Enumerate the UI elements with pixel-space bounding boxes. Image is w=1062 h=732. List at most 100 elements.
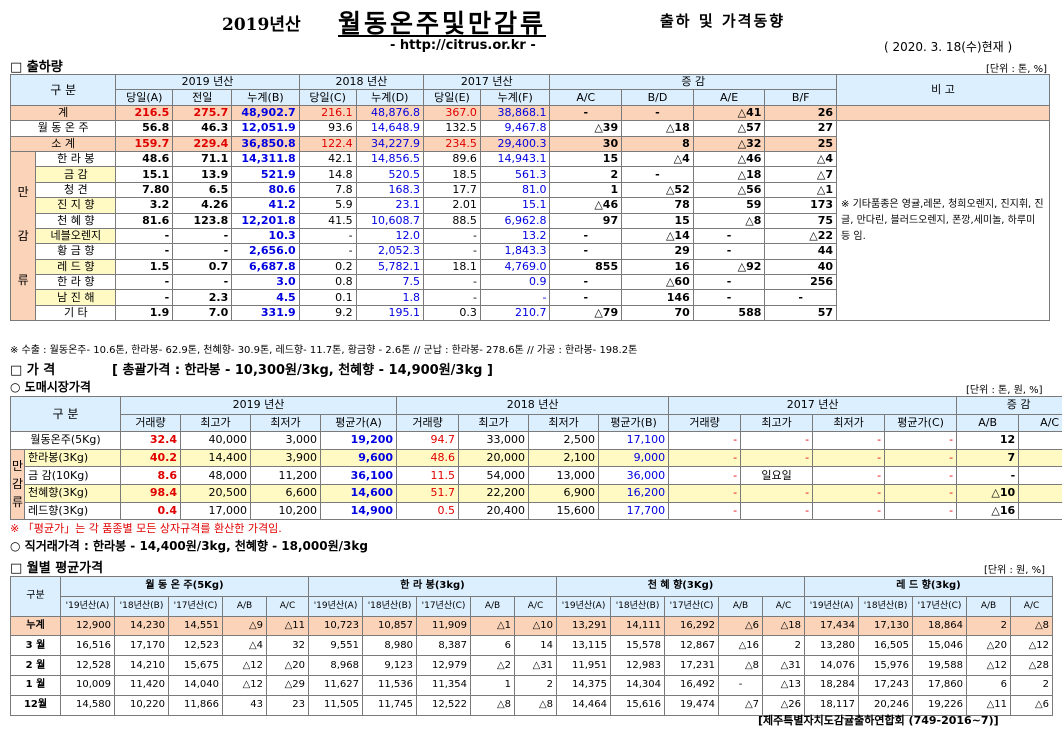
row-label: 소 계: [9, 135, 117, 152]
price-head-gubun: 구 분: [10, 395, 121, 433]
shipment-cell: 97: [549, 212, 623, 229]
monthly-cell: 14,464: [556, 694, 612, 716]
monthly-cell: 12,983: [610, 655, 666, 676]
monthly-cell: 12,522: [416, 694, 472, 716]
monthly-col-header: A/C: [762, 595, 806, 617]
shipment-cell: 4.5: [231, 289, 300, 306]
table-row: 계 216.5 275.7 48,902.7 216.1 48,876.8 367.0 38,…: [9, 104, 1050, 122]
monthly-cell: 11,866: [168, 694, 223, 716]
monthly-cell: 11,536: [362, 674, 418, 696]
crop-year: 2019년산: [222, 15, 301, 35]
price-cell: -: [1018, 448, 1062, 468]
site-url[interactable]: - http://citrus.or.kr -: [390, 38, 536, 53]
shipment-cell: 159.7: [115, 135, 174, 152]
monthly-cell: 18,284: [804, 674, 860, 696]
shipment-cell: 23.1: [355, 197, 425, 214]
monthly-cell: 8,980: [362, 635, 418, 657]
shipment-cell: △22: [764, 227, 838, 245]
monthly-cell: 19,474: [664, 694, 720, 716]
shipment-cell: 13.2: [479, 227, 551, 245]
price-cell: 20,000: [458, 448, 530, 468]
price-cell: -: [812, 466, 886, 485]
category-char: 만: [11, 459, 24, 474]
monthly-cell: 18,864: [912, 615, 968, 637]
shipment-cell: 0.1: [298, 289, 357, 306]
shipment-cell: 256: [764, 274, 838, 291]
shipment-cell: 10,608.7: [355, 212, 425, 229]
row-label: 남 진 해: [35, 289, 117, 306]
shipment-cell: -: [423, 289, 481, 306]
shipment-cell: 216.1: [298, 104, 357, 122]
row-label: 한라봉(3Kg): [24, 448, 121, 468]
row-label: 레드향(3Kg): [24, 501, 121, 521]
price-cell: -: [668, 448, 742, 468]
shipment-cell: △46: [549, 197, 623, 214]
price-cell: 6,900: [528, 483, 600, 503]
monthly-cell: △13: [762, 674, 806, 696]
monthly-col-header: '18년산(B): [362, 595, 418, 617]
monthly-cell: △18: [762, 615, 806, 637]
price-cell: 일요일: [740, 466, 814, 485]
shipment-col-header: B/F: [764, 89, 838, 106]
monthly-cell: △7: [718, 694, 764, 716]
shipment-cell: △14: [621, 227, 694, 245]
shipment-col-header: 누계(F): [479, 89, 551, 106]
price-head-2017: 2017 년산: [668, 396, 958, 415]
shipment-cell: 15.1: [115, 166, 174, 183]
monthly-cell: 14,580: [60, 694, 115, 716]
monthly-cell: △20: [966, 635, 1012, 657]
price-cell: 48.6: [396, 448, 460, 468]
monthly-cell: 10,009: [60, 674, 115, 696]
shipment-cell: -: [549, 289, 623, 306]
wholesale-price-table: 구 분 2019 년산 2018 년산 2017 년산 증 감 거래량 최고가 최저…: [10, 395, 1062, 521]
price-cell: 10,200: [250, 501, 321, 521]
table-row: 누계 12,900 14,230 14,551 △9 △11 10,723 10,857 11,…: [10, 615, 1054, 637]
shipment-cell: -: [115, 227, 174, 245]
shipment-cell: 6,962.8: [479, 212, 551, 229]
monthly-col-header: A/C: [1010, 595, 1054, 617]
price-head-2019: 2019 년산: [119, 396, 398, 415]
shipment-cell: △52: [621, 181, 694, 199]
table-row: 청 견 7.80 6.5 80.6 7.8 168.3 17.7 81.0 1 △52 △56 △1: [11, 181, 1050, 199]
shipment-cell: 6,687.8: [231, 258, 300, 276]
row-label: 누계: [10, 615, 61, 637]
monthly-group-header: 레 드 향(3kg): [804, 576, 1054, 597]
monthly-cell: 10,723: [308, 615, 364, 637]
total-price: [ 총괄가격 : 한라봉 - 10,300원/3kg, 천혜향 - 14,900…: [112, 363, 493, 378]
shipment-cell: 3.0: [231, 274, 300, 291]
row-label: 월 동 온 주: [9, 120, 117, 137]
shipment-cell: -: [549, 243, 623, 260]
shipment-col-header: 전일: [172, 89, 233, 106]
monthly-cell: △12: [222, 674, 267, 696]
monthly-cell: △12: [1010, 635, 1054, 657]
row-label: 네블오렌지: [35, 227, 117, 245]
monthly-cell: 14,111: [610, 615, 666, 637]
monthly-cell: 6: [966, 674, 1012, 696]
shipment-cell: 40: [764, 258, 838, 276]
table-row: 레 드 향 1.5 0.7 6,687.8 0.2 5,782.1 18.1 4,769.0 8…: [11, 258, 1050, 276]
shipment-cell: 2.3: [172, 289, 233, 306]
price-cell: -: [884, 501, 958, 521]
monthly-cell: 19,588: [912, 655, 968, 676]
shipment-cell: 17.7: [423, 181, 481, 199]
shipment-cell: -: [172, 243, 233, 260]
monthly-cell: △6: [718, 615, 764, 637]
monthly-cell: 14,375: [556, 674, 612, 696]
shipment-cell: △7: [764, 166, 838, 183]
price-col-header: A/B: [956, 413, 1020, 433]
price-cell: 19,200: [319, 431, 398, 450]
shipment-cell: 44: [764, 243, 838, 260]
monthly-group-header: 월 동 온 주(5Kg): [59, 576, 310, 597]
monthly-unit: [단위 : 원, %]: [984, 565, 1045, 576]
table-row: 천혜향(3Kg) 98.4 20,500 6,600 14,600 51.7 22,200 6…: [11, 483, 1062, 503]
shipment-cell: 30: [549, 135, 623, 152]
shipment-head-gubun: 구 분: [9, 74, 117, 106]
shipment-cell: 9.2: [298, 304, 357, 322]
price-cell: -: [740, 448, 814, 468]
page-subtitle: 출하 및 가격동향: [660, 12, 786, 30]
shipment-cell: △4: [764, 150, 838, 168]
shipment-cell: 29: [621, 243, 694, 260]
shipment-cell: 56.8: [115, 120, 174, 137]
shipment-cell: -: [479, 289, 551, 306]
shipment-cell: 26: [764, 104, 838, 122]
